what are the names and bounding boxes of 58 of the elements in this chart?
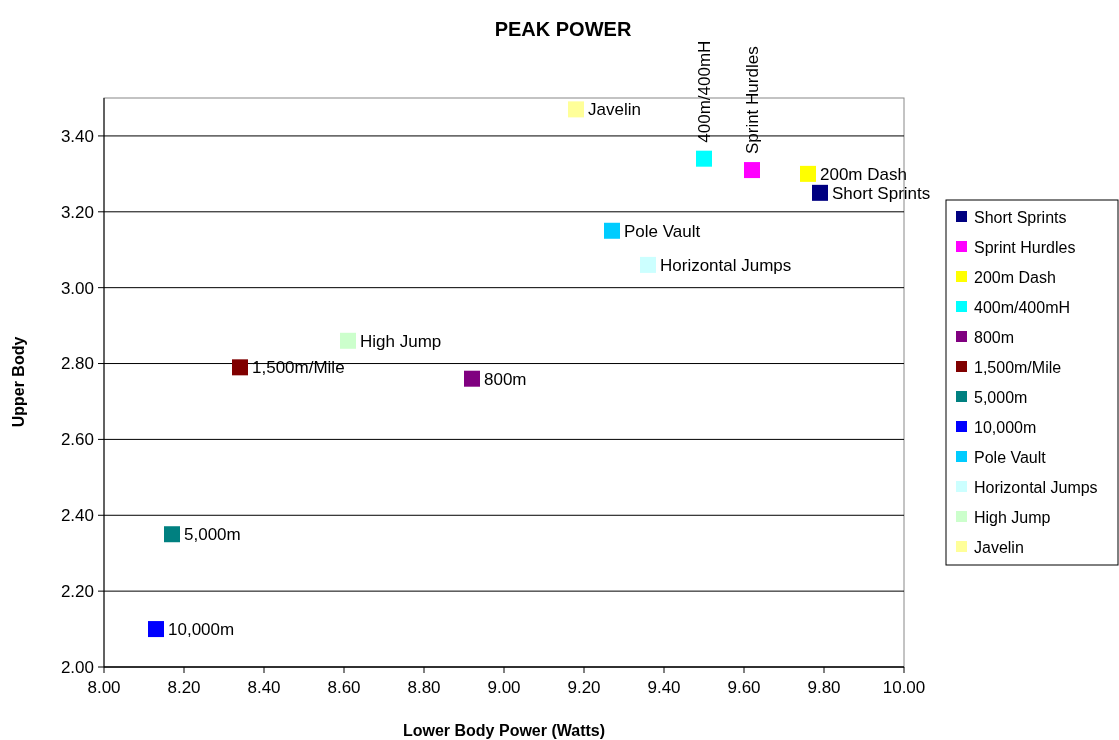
x-axis-title: Lower Body Power (Watts) xyxy=(402,722,606,739)
text: 200m Dash xyxy=(820,164,907,184)
legend-label: 200m Dash xyxy=(974,268,1056,286)
point xyxy=(164,526,180,543)
text: 800m xyxy=(484,369,527,389)
x-tick-label: 9.00 xyxy=(487,678,521,697)
point xyxy=(148,621,164,638)
text: 1,500m/Mile xyxy=(252,358,345,378)
text: Sprint Hurdles xyxy=(742,46,762,155)
point xyxy=(640,256,656,273)
point xyxy=(568,101,584,118)
text: Pole Vault xyxy=(624,221,701,241)
x-tick-label: 9.60 xyxy=(727,678,761,697)
y-tick-label: 2.20 xyxy=(60,582,94,602)
point xyxy=(232,359,248,376)
legend-label: Javelin xyxy=(974,538,1024,556)
x-tick-label: 10.00 xyxy=(882,678,926,697)
y-tick-label: 2.60 xyxy=(60,430,94,450)
y-axis-title: Upper Body xyxy=(10,336,27,428)
legend-label: 5,000m xyxy=(974,388,1028,406)
x-tick-label: 8.40 xyxy=(247,678,281,697)
y-tick-label: 2.00 xyxy=(60,657,94,677)
x-tick-label: 8.60 xyxy=(327,678,361,697)
legend-label: 400m/400mH xyxy=(974,298,1071,316)
legend-label: 10,000m xyxy=(974,418,1037,436)
point xyxy=(696,150,712,167)
y-tick-label: 3.20 xyxy=(60,202,94,222)
x-tick-label: 9.20 xyxy=(567,678,601,697)
point xyxy=(800,165,816,182)
text: 10,000m xyxy=(168,620,235,640)
x-tick-label: 8.20 xyxy=(167,678,201,697)
legend-label: 1,500m/Mile xyxy=(974,358,1062,376)
legend-label: Pole Vault xyxy=(974,448,1047,466)
chart-title: PEAK POWER xyxy=(494,18,632,40)
text: 5,000m xyxy=(184,525,241,545)
legend-label: 800m xyxy=(974,328,1015,346)
point xyxy=(744,162,760,179)
legend-label: Horizontal Jumps xyxy=(974,478,1098,496)
legend-label: Short Sprints xyxy=(974,208,1067,226)
point xyxy=(464,370,480,387)
y-tick-label: 3.40 xyxy=(60,126,94,146)
x-tick-label: 8.80 xyxy=(407,678,441,697)
text: Short Sprints xyxy=(832,183,931,203)
y-tick-label: 2.80 xyxy=(60,354,94,374)
text: Horizontal Jumps xyxy=(660,255,792,275)
x-tick-label: 8.00 xyxy=(87,678,121,697)
x-tick-label: 9.80 xyxy=(807,678,841,697)
point xyxy=(604,222,620,239)
text: High Jump xyxy=(360,331,442,351)
y-tick-label: 3.00 xyxy=(60,278,94,298)
point xyxy=(812,184,828,201)
y-tick-label: 2.40 xyxy=(60,506,94,526)
text: Javelin xyxy=(588,100,641,120)
x-tick-label: 9.40 xyxy=(647,678,681,697)
text: 400m/400mH xyxy=(694,40,714,143)
legend-label: Sprint Hurdles xyxy=(974,238,1076,256)
point xyxy=(340,332,356,349)
legend-label: High Jump xyxy=(974,508,1051,526)
